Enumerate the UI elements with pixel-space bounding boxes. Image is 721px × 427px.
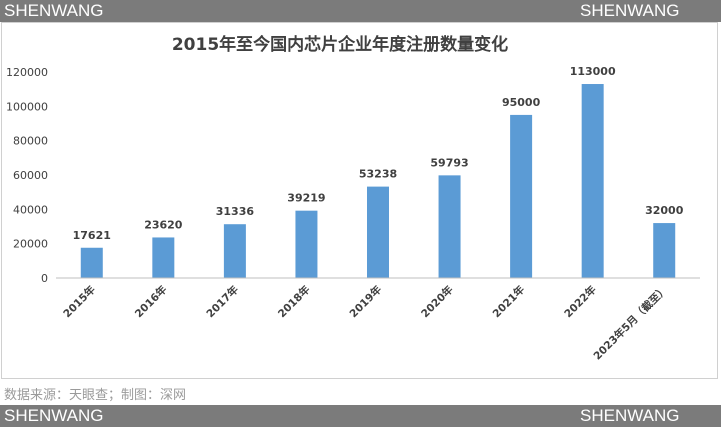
watermark-band-top: SHENWANG SHENWANG bbox=[0, 0, 721, 22]
bar bbox=[581, 84, 604, 279]
bar bbox=[653, 223, 676, 278]
x-tick-label: 2020年 bbox=[418, 283, 456, 321]
data-label: 39219 bbox=[287, 192, 325, 205]
watermark-band-bottom: SHENWANG SHENWANG bbox=[0, 405, 721, 427]
x-tick-label: 2018年 bbox=[275, 283, 313, 321]
bar bbox=[152, 237, 175, 278]
data-label: 95000 bbox=[502, 96, 541, 109]
data-label: 17621 bbox=[73, 229, 111, 242]
data-label: 113000 bbox=[570, 65, 616, 78]
watermark-text: SHENWANG bbox=[580, 1, 680, 20]
bar bbox=[80, 247, 103, 278]
bar bbox=[295, 210, 318, 278]
x-tick-label: 2023年5月（截至） bbox=[591, 283, 671, 363]
x-tick-label: 2022年 bbox=[561, 283, 599, 321]
watermark-text: SHENWANG bbox=[4, 406, 104, 425]
watermark-text: SHENWANG bbox=[4, 1, 104, 20]
y-tick-label: 100000 bbox=[6, 100, 48, 113]
x-tick-label: 2016年 bbox=[132, 283, 170, 321]
watermark-text: SHENWANG bbox=[580, 406, 680, 425]
bar bbox=[438, 175, 461, 278]
bar bbox=[510, 114, 533, 279]
y-tick-label: 120000 bbox=[6, 66, 48, 79]
source-note: 数据来源：天眼查；制图：深网 bbox=[4, 388, 187, 403]
x-tick-label: 2021年 bbox=[490, 283, 528, 321]
bar bbox=[223, 224, 246, 278]
chart-title: 2015年至今国内芯片企业年度注册数量变化 bbox=[172, 34, 508, 55]
data-label: 59793 bbox=[430, 156, 468, 169]
data-label: 31336 bbox=[216, 205, 255, 218]
x-tick-label: 2017年 bbox=[204, 283, 242, 321]
bar bbox=[367, 186, 389, 278]
y-tick-label: 20000 bbox=[13, 238, 48, 251]
data-label: 32000 bbox=[645, 204, 684, 217]
y-tick-label: 60000 bbox=[13, 169, 48, 182]
x-tick-label: 2015年 bbox=[61, 283, 99, 321]
y-tick-label: 80000 bbox=[13, 135, 48, 148]
y-tick-label: 40000 bbox=[13, 203, 48, 216]
data-label: 53238 bbox=[359, 168, 397, 181]
data-label: 23620 bbox=[144, 218, 183, 231]
x-tick-label: 2019年 bbox=[347, 283, 385, 321]
y-tick-label: 0 bbox=[41, 272, 48, 285]
